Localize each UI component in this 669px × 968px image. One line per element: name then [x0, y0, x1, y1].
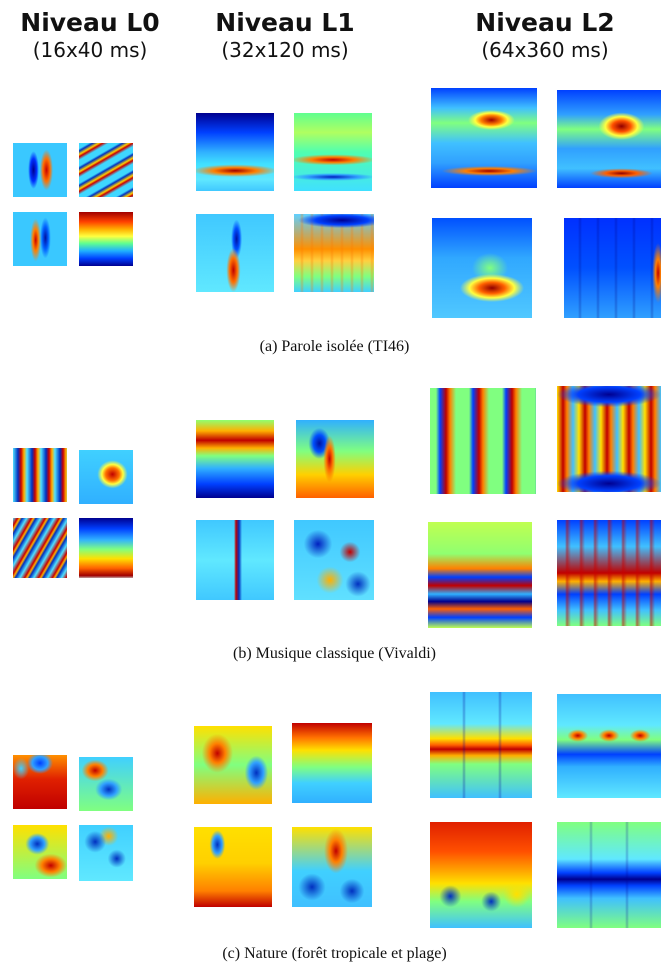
filter-tile — [196, 420, 274, 498]
filter-tile — [13, 143, 67, 197]
filter-tile — [13, 448, 67, 502]
filter-tile — [564, 218, 661, 318]
filter-tile — [432, 218, 532, 318]
filter-tile — [294, 520, 374, 600]
filter-tile — [13, 212, 67, 266]
filter-tile — [79, 518, 133, 578]
header-title: Niveau L1 — [215, 8, 355, 37]
filter-tile — [294, 113, 372, 191]
filter-tile — [79, 212, 133, 266]
filter-tile — [430, 822, 532, 928]
filter-tile — [196, 113, 274, 191]
filter-tile — [13, 825, 67, 879]
filter-tile — [430, 692, 532, 798]
filter-tile — [557, 386, 661, 492]
filter-tile — [79, 143, 133, 197]
header-level-2: Niveau L2 (64x360 ms) — [430, 8, 660, 62]
filter-tile — [196, 214, 274, 292]
header-level-0: Niveau L0 (16x40 ms) — [0, 8, 180, 62]
filter-tile — [294, 214, 374, 292]
filter-tile — [194, 827, 272, 907]
filter-tile — [296, 420, 374, 498]
filter-tile — [557, 822, 661, 928]
filter-tile — [557, 90, 661, 188]
header-subtitle: (32x120 ms) — [221, 38, 349, 62]
filter-tile — [196, 520, 274, 600]
filter-tile — [13, 518, 67, 578]
filter-tile — [194, 726, 272, 804]
filter-tile — [79, 825, 133, 881]
filter-tile — [292, 723, 372, 803]
filter-tile — [431, 88, 537, 188]
filter-tile — [79, 450, 133, 504]
header-level-1: Niveau L1 (32x120 ms) — [190, 8, 380, 62]
header-subtitle: (64x360 ms) — [481, 38, 609, 62]
filter-tile — [557, 694, 661, 798]
filter-tile — [292, 827, 372, 907]
filter-tile — [430, 388, 536, 494]
caption-a: (a) Parole isolée (TI46) — [259, 338, 410, 355]
header-title: Niveau L2 — [475, 8, 615, 37]
header-subtitle: (16x40 ms) — [32, 38, 148, 62]
header-title: Niveau L0 — [20, 8, 160, 37]
caption-c: (c) Nature (forêt tropicale et plage) — [222, 945, 447, 962]
filter-tile — [557, 520, 661, 626]
filter-tile — [79, 757, 133, 811]
filter-tile — [13, 755, 67, 809]
filter-tile — [428, 522, 532, 628]
caption-b: (b) Musique classique (Vivaldi) — [233, 645, 436, 662]
